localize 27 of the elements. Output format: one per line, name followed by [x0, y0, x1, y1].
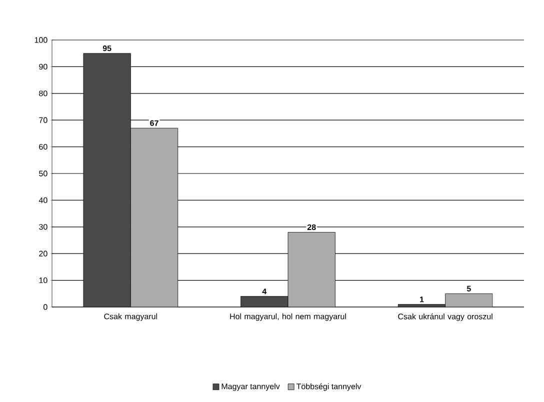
- data-label: 95: [102, 45, 112, 52]
- bar: [240, 296, 288, 307]
- y-tick-label: 50: [39, 170, 48, 176]
- bar: [445, 293, 493, 307]
- legend-label: Többségi tannyelv: [296, 383, 362, 391]
- y-tick-label: 0: [44, 304, 48, 310]
- y-tick-label: 20: [39, 250, 48, 256]
- data-label: 28: [307, 224, 316, 230]
- data-label: 5: [466, 286, 471, 292]
- bar: [288, 232, 336, 307]
- y-tick-label: 80: [39, 90, 48, 96]
- y-tick-label: 10: [39, 277, 48, 284]
- y-tick-label: 60: [39, 144, 48, 150]
- y-tick-label: 30: [39, 224, 48, 230]
- x-tick-label: Hol magyarul, hol nem magyarul: [230, 313, 346, 321]
- y-tick-label: 70: [39, 117, 48, 123]
- bar: [130, 128, 178, 307]
- data-label: 1: [420, 296, 424, 302]
- data-label: 4: [262, 288, 267, 294]
- data-label: 67: [150, 120, 158, 126]
- x-tick-label: Csak ukránul vagy oroszul: [398, 313, 492, 321]
- x-tick-label: Csak magyarul: [104, 313, 158, 321]
- y-tick-label: 90: [39, 64, 48, 70]
- legend-label: Magyar tannyelv: [222, 383, 280, 391]
- y-tick-label: 40: [38, 197, 48, 204]
- bar: [83, 53, 131, 307]
- y-tick-label: 100: [34, 37, 48, 43]
